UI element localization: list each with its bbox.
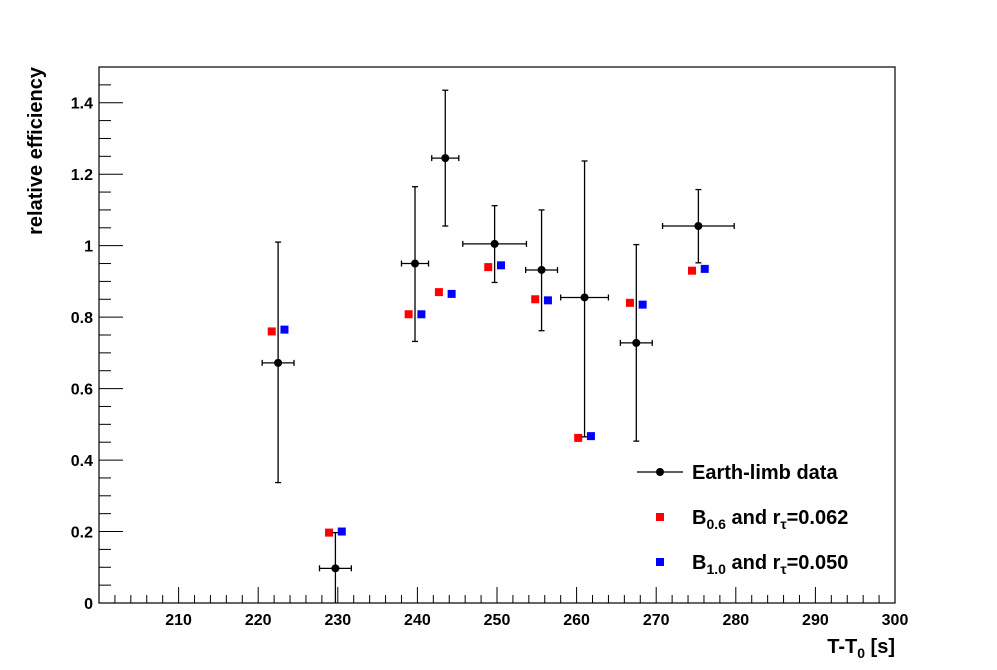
earth-limb-point: [525, 209, 559, 332]
legend-marker-square: [656, 513, 664, 521]
legend-entry-earth-limb: Earth-limb data: [637, 462, 838, 484]
blue-marker: [543, 296, 552, 305]
earth-limb-marker: [490, 239, 499, 248]
red-marker: [574, 433, 583, 442]
y-tick-label: 1.2: [71, 167, 93, 184]
red-marker: [531, 295, 540, 304]
earth-limb-marker: [441, 154, 450, 163]
blue-marker: [496, 261, 505, 270]
red-marker: [434, 288, 443, 297]
blue-marker: [447, 289, 456, 298]
x-tick-label: 290: [802, 612, 829, 629]
blue-marker: [280, 325, 289, 334]
legend-entry-b06: B0.6 and rτ=0.062: [656, 507, 848, 532]
earth-limb-marker: [694, 222, 703, 231]
earth-limb-marker: [537, 265, 546, 274]
blue-marker: [337, 527, 346, 536]
earth-limb-point: [619, 243, 653, 442]
x-tick-label: 250: [484, 612, 511, 629]
y-axis-title: relative efficiency: [25, 66, 47, 235]
legend-label: B1.0 and rτ=0.050: [692, 552, 848, 577]
legend-label: Earth-limb data: [692, 462, 838, 484]
legend-marker-square: [656, 558, 664, 566]
red-marker: [404, 310, 413, 319]
x-tick-label: 260: [563, 612, 590, 629]
x-tick-label: 220: [245, 612, 272, 629]
x-tick-label: 240: [404, 612, 431, 629]
earth-limb-marker: [411, 259, 420, 268]
blue-marker: [586, 432, 595, 441]
y-tick-label: 0.6: [71, 382, 93, 399]
legend-label: B0.6 and rτ=0.062: [692, 507, 848, 532]
y-tick-label: 0.2: [71, 525, 93, 542]
legend-marker-circle: [656, 468, 664, 476]
y-tick-label: 0.8: [71, 310, 93, 327]
earth-limb-marker: [274, 358, 283, 367]
earth-limb-point: [318, 531, 352, 603]
earth-limb-marker: [632, 338, 641, 347]
red-marker: [688, 266, 697, 275]
earth-limb-marker: [580, 293, 589, 302]
x-tick-label: 230: [324, 612, 351, 629]
earth-limb-point: [560, 160, 610, 438]
x-axis-title: T-T0 [s]: [827, 636, 895, 661]
legend-entry-b10: B1.0 and rτ=0.050: [656, 552, 848, 577]
earth-limb-point: [261, 241, 295, 484]
earth-limb-point: [400, 186, 430, 343]
x-tick-label: 210: [165, 612, 192, 629]
x-tick-label: 270: [643, 612, 670, 629]
earth-limb-point: [661, 188, 735, 264]
blue-marker: [638, 300, 647, 309]
earth-limb-point: [431, 89, 460, 227]
x-tick-label: 280: [722, 612, 749, 629]
red-marker: [484, 263, 493, 272]
earth-limb-point: [462, 204, 528, 284]
red-marker: [625, 298, 634, 307]
y-tick-label: 0: [84, 596, 93, 613]
earth-limb-marker: [331, 564, 340, 573]
y-tick-label: 0.4: [71, 453, 93, 470]
red-marker: [267, 327, 276, 336]
red-marker: [325, 528, 334, 537]
y-tick-label: 1: [84, 239, 93, 256]
blue-marker: [417, 310, 426, 319]
x-tick-label: 300: [882, 612, 909, 629]
blue-marker: [700, 264, 709, 273]
y-tick-label: 1.4: [71, 96, 93, 113]
